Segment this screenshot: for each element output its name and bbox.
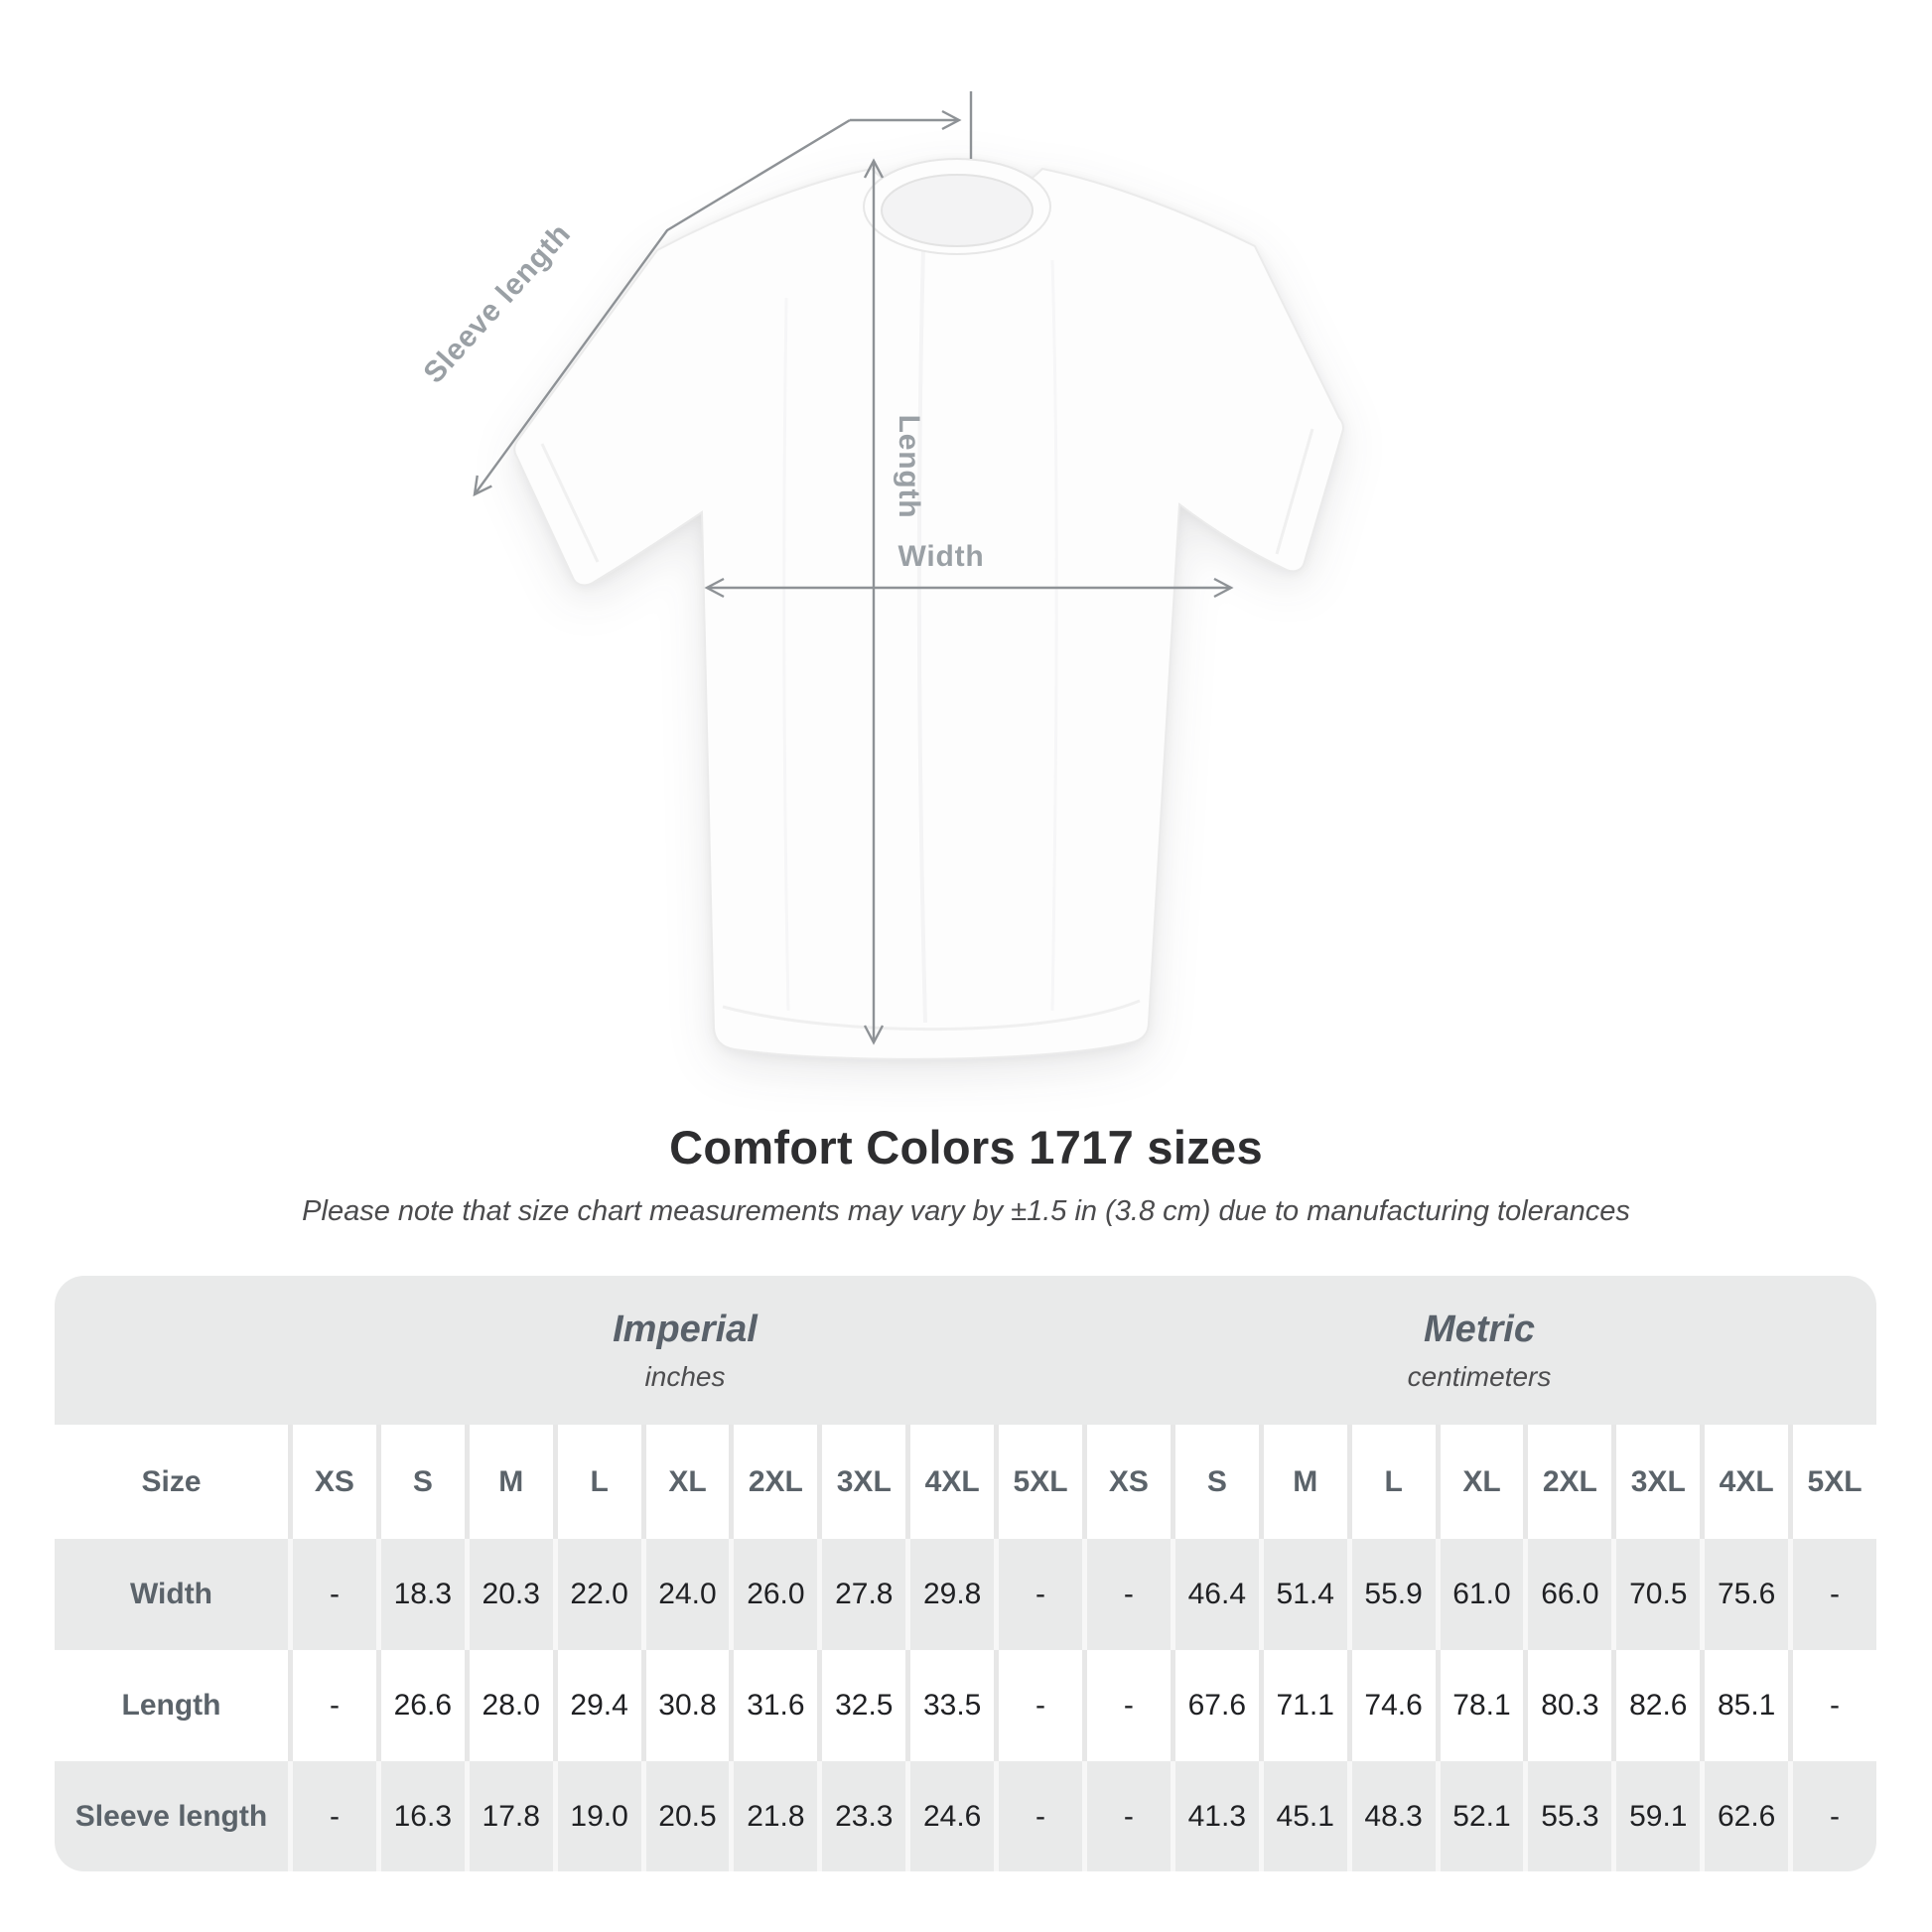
- size-header-metric: 3XL: [1611, 1425, 1701, 1539]
- value-cell-imperial: -: [288, 1761, 376, 1871]
- size-header-imperial: XS: [288, 1425, 376, 1539]
- size-grid: Size XS S M L XL 2XL 3XL 4XL 5XL XS S M L XL 2XL 3XL 4XL 5…: [55, 1425, 1876, 1871]
- size-header-imperial: L: [552, 1425, 641, 1539]
- sleeve-length-label: Sleeve length: [417, 217, 577, 390]
- value-cell-metric: -: [1788, 1761, 1876, 1871]
- value-cell-imperial: 26.0: [729, 1539, 818, 1650]
- sleeve-length-arrow: [473, 118, 851, 497]
- metric-label: Metric: [1424, 1308, 1535, 1350]
- size-header-imperial: XL: [640, 1425, 730, 1539]
- value-cell-metric: -: [1788, 1650, 1876, 1761]
- value-cell-metric: -: [1788, 1539, 1876, 1650]
- tshirt-measurement-diagram: Sleeve length Length Width: [417, 91, 1344, 1060]
- value-cell-imperial: 30.8: [640, 1650, 730, 1761]
- size-header-metric: S: [1170, 1425, 1259, 1539]
- value-cell-metric: 46.4: [1170, 1539, 1259, 1650]
- value-cell-imperial: 20.5: [640, 1761, 730, 1871]
- value-cell-metric: 74.6: [1346, 1650, 1436, 1761]
- size-header-metric: 2XL: [1523, 1425, 1612, 1539]
- tshirt-shape: [513, 158, 1344, 1060]
- value-cell-metric: 48.3: [1346, 1761, 1436, 1871]
- value-cell-metric: 70.5: [1611, 1539, 1701, 1650]
- value-cell-imperial: -: [288, 1650, 376, 1761]
- value-cell-metric: 78.1: [1435, 1650, 1524, 1761]
- value-cell-imperial: 27.8: [817, 1539, 906, 1650]
- value-cell-metric: 75.6: [1700, 1539, 1789, 1650]
- value-cell-imperial: 23.3: [817, 1761, 906, 1871]
- width-label: Width: [897, 540, 984, 573]
- value-cell-imperial: 20.3: [464, 1539, 553, 1650]
- value-cell-metric: 52.1: [1435, 1761, 1524, 1871]
- metric-header-group: Metric centimeters: [1082, 1276, 1876, 1425]
- value-cell-metric: 80.3: [1523, 1650, 1612, 1761]
- size-header-metric: 5XL: [1788, 1425, 1876, 1539]
- value-cell-imperial: -: [994, 1539, 1082, 1650]
- value-cell-imperial: 19.0: [552, 1761, 641, 1871]
- value-cell-imperial: 29.8: [905, 1539, 995, 1650]
- value-cell-metric: 85.1: [1700, 1650, 1789, 1761]
- value-cell-metric: -: [1081, 1539, 1171, 1650]
- page-title: Comfort Colors 1717 sizes: [669, 1121, 1263, 1173]
- size-header-imperial: 5XL: [994, 1425, 1082, 1539]
- value-cell-imperial: -: [288, 1539, 376, 1650]
- tolerance-note: Please note that size chart measurements…: [302, 1195, 1630, 1227]
- tshirt-image: Sleeve length Length Width: [417, 91, 1344, 1060]
- row-label: Sleeve length: [55, 1761, 288, 1871]
- value-cell-imperial: -: [994, 1761, 1082, 1871]
- value-cell-metric: -: [1081, 1650, 1171, 1761]
- value-cell-metric: 55.3: [1523, 1761, 1612, 1871]
- value-cell-metric: 61.0: [1435, 1539, 1524, 1650]
- value-cell-imperial: 31.6: [729, 1650, 818, 1761]
- value-cell-metric: 67.6: [1170, 1650, 1259, 1761]
- size-header-metric: M: [1258, 1425, 1347, 1539]
- value-cell-imperial: 18.3: [375, 1539, 465, 1650]
- value-cell-metric: -: [1081, 1761, 1171, 1871]
- size-header-metric: L: [1346, 1425, 1436, 1539]
- value-cell-imperial: 22.0: [552, 1539, 641, 1650]
- inches-label: inches: [644, 1360, 726, 1392]
- value-cell-metric: 59.1: [1611, 1761, 1701, 1871]
- length-label: Length: [893, 415, 925, 519]
- row-label: Length: [55, 1650, 288, 1761]
- value-cell-metric: 82.6: [1611, 1650, 1701, 1761]
- centimeters-label: centimeters: [1407, 1360, 1552, 1392]
- value-cell-metric: 62.6: [1700, 1761, 1789, 1871]
- unit-band: Imperial inches Metric centimeters: [55, 1276, 1876, 1425]
- value-cell-metric: 71.1: [1258, 1650, 1347, 1761]
- value-cell-imperial: 33.5: [905, 1650, 995, 1761]
- value-cell-metric: 51.4: [1258, 1539, 1347, 1650]
- imperial-header-group: Imperial inches: [288, 1276, 1082, 1425]
- value-cell-metric: 41.3: [1170, 1761, 1259, 1871]
- value-cell-metric: 66.0: [1523, 1539, 1612, 1650]
- value-cell-imperial: 17.8: [464, 1761, 553, 1871]
- size-column-header: Size: [55, 1425, 288, 1539]
- value-cell-imperial: 16.3: [375, 1761, 465, 1871]
- size-header-imperial: 4XL: [905, 1425, 995, 1539]
- value-cell-imperial: 21.8: [729, 1761, 818, 1871]
- value-cell-imperial: 24.0: [640, 1539, 730, 1650]
- size-header-metric: 4XL: [1700, 1425, 1789, 1539]
- row-label: Width: [55, 1539, 288, 1650]
- value-cell-imperial: 24.6: [905, 1761, 995, 1871]
- value-cell-imperial: 26.6: [375, 1650, 465, 1761]
- size-header-imperial: 2XL: [729, 1425, 818, 1539]
- imperial-label: Imperial: [613, 1308, 758, 1350]
- size-header-imperial: S: [375, 1425, 465, 1539]
- size-header-imperial: M: [464, 1425, 553, 1539]
- value-cell-imperial: 32.5: [817, 1650, 906, 1761]
- size-header-imperial: 3XL: [817, 1425, 906, 1539]
- value-cell-metric: 55.9: [1346, 1539, 1436, 1650]
- value-cell-imperial: 29.4: [552, 1650, 641, 1761]
- size-header-metric: XS: [1081, 1425, 1171, 1539]
- value-cell-imperial: -: [994, 1650, 1082, 1761]
- value-cell-metric: 45.1: [1258, 1761, 1347, 1871]
- size-header-metric: XL: [1435, 1425, 1524, 1539]
- value-cell-imperial: 28.0: [464, 1650, 553, 1761]
- size-chart-table: Imperial inches Metric centimeters Size X…: [55, 1276, 1876, 1871]
